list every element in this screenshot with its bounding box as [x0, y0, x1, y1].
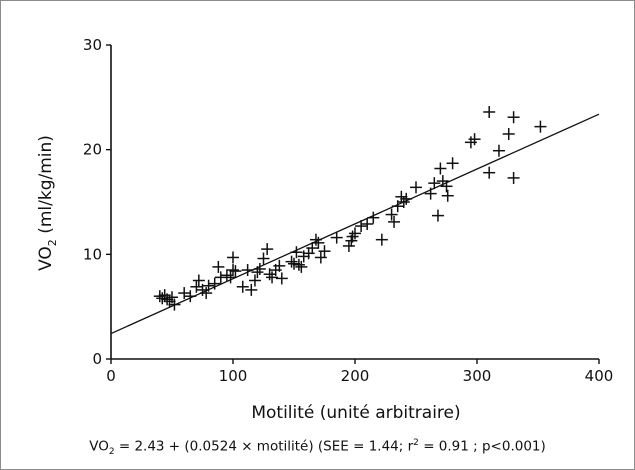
data-point — [441, 189, 454, 202]
data-point — [483, 166, 496, 179]
data-point — [161, 293, 174, 306]
data-point — [236, 280, 249, 293]
y-tick-label: 30 — [83, 36, 102, 54]
data-point — [342, 239, 355, 252]
data-point — [297, 250, 310, 263]
data-point — [227, 264, 239, 277]
data-point — [190, 280, 203, 293]
data-point — [288, 257, 300, 270]
y-tick-label: 20 — [83, 141, 102, 159]
regression-line-group — [110, 113, 600, 335]
data-point — [534, 120, 547, 133]
data-point — [192, 274, 205, 287]
data-point — [306, 242, 319, 255]
data-point — [273, 259, 286, 272]
x-tick-label: 400 — [585, 367, 614, 385]
data-point — [346, 230, 359, 243]
regression-line — [110, 113, 600, 335]
data-point — [428, 177, 441, 190]
data-point — [248, 274, 261, 287]
data-point — [295, 260, 308, 273]
data-point — [229, 265, 242, 278]
data-point — [261, 243, 274, 256]
data-point — [166, 291, 178, 304]
data-point — [318, 245, 331, 258]
data-point — [314, 251, 327, 264]
data-point — [507, 171, 520, 184]
data-point — [178, 287, 191, 300]
x-axis-label: Motilité (unité arbitraire) — [251, 403, 460, 423]
y-axis-label: VO2 (ml/kg/min) — [36, 135, 59, 271]
data-point — [468, 133, 481, 146]
data-point — [446, 157, 459, 170]
data-point — [431, 209, 444, 222]
data-points — [153, 105, 547, 311]
data-point — [153, 290, 166, 303]
data-point — [292, 258, 305, 271]
x-tick-label: 100 — [219, 367, 248, 385]
ticks: 0 100 200 300 400 0 10 20 30 — [83, 36, 613, 385]
data-point — [385, 208, 398, 221]
data-point — [492, 144, 505, 157]
x-tick-label: 300 — [463, 367, 492, 385]
data-point — [434, 162, 447, 175]
data-point — [502, 127, 515, 140]
data-point — [507, 111, 520, 124]
x-tick-label: 0 — [106, 367, 116, 385]
data-point — [395, 190, 408, 203]
data-point — [266, 271, 279, 284]
y-tick-label: 0 — [92, 350, 102, 368]
data-point — [388, 215, 401, 228]
data-point — [361, 217, 374, 230]
data-point — [257, 252, 270, 265]
data-point — [330, 231, 343, 244]
y-tick-label: 10 — [83, 245, 102, 263]
axes — [110, 45, 599, 360]
data-point — [208, 277, 221, 290]
data-point — [156, 292, 169, 305]
data-point — [483, 105, 496, 118]
data-point — [349, 227, 361, 240]
data-point — [275, 272, 288, 285]
data-point — [355, 220, 368, 233]
data-point — [375, 233, 388, 246]
x-tick-label: 200 — [341, 367, 370, 385]
data-point — [245, 283, 258, 296]
data-point — [212, 260, 225, 273]
data-point — [227, 251, 239, 264]
regression-formula: VO2 = 2.43 + (0.0524 × motilité) (SEE = … — [89, 438, 546, 458]
data-point — [285, 255, 298, 268]
data-point — [410, 181, 422, 194]
data-point — [263, 268, 276, 281]
